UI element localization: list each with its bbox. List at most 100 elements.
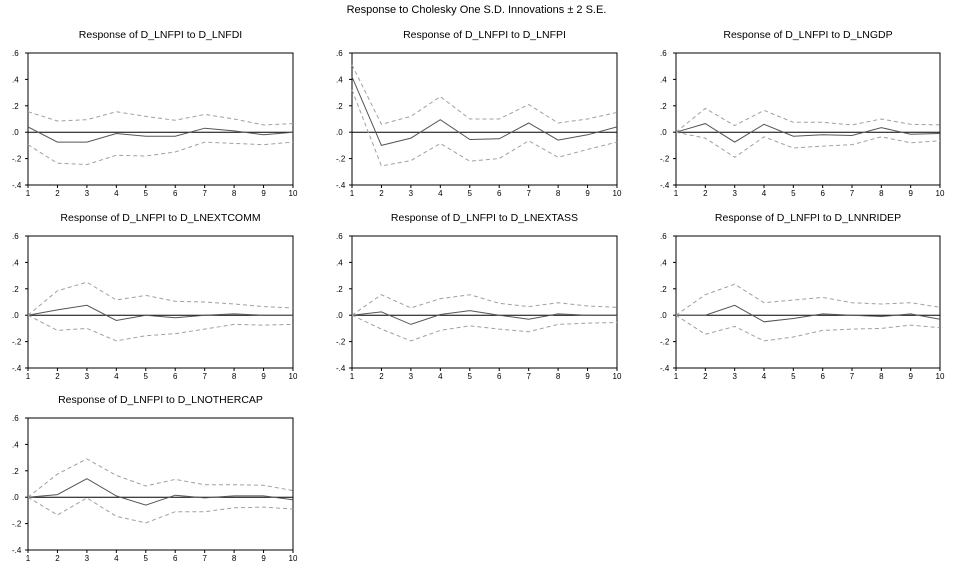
x-tick-label: 10 (936, 189, 945, 198)
irf-panel: Response of D_LNFPI to D_LNOTHERCAP .6 .4.… (12, 394, 298, 563)
irf-panel: Response of D_LNFPI to D_LNFDI .6 .4 .2 .0 -.… (12, 29, 298, 198)
y-tick-label: .6 (12, 232, 19, 241)
x-tick-label: 10 (289, 372, 298, 381)
y-tick-label: -.2 (660, 155, 670, 164)
x-tick-label: 5 (144, 554, 149, 563)
irf-panel: Response of D_LNFPI to D_LNEXTCOMM .6 .4 .2… (12, 212, 298, 381)
y-tick-label: -.4 (336, 181, 346, 190)
y-tick-label: .6 (660, 49, 667, 58)
x-tick-label: 6 (173, 189, 178, 198)
x-tick-label: 5 (791, 189, 796, 198)
y-tick-label: -.4 (660, 364, 670, 373)
x-tick-label: 3 (85, 189, 90, 198)
x-tick-label: 6 (497, 372, 502, 381)
y-tick-label: .2 (336, 285, 343, 294)
x-tick-label: 9 (908, 189, 913, 198)
y-tick-label: -.4 (336, 364, 346, 373)
plot-frame (27, 235, 294, 369)
x-tick-label: 1 (350, 189, 355, 198)
x-tick-label: 2 (55, 554, 60, 563)
x-tick-label: 9 (261, 554, 266, 563)
upper-band-line (675, 283, 941, 316)
y-tick-label: .4 (12, 258, 19, 267)
response-line (675, 123, 941, 143)
lower-band-line (351, 89, 618, 167)
x-tick-label: 5 (791, 372, 796, 381)
x-tick-label: 6 (497, 189, 502, 198)
x-tick-label: 6 (820, 372, 825, 381)
x-tick-label: 10 (289, 554, 298, 563)
panel-title: Response of D_LNFPI to D_LNFPI (403, 29, 566, 41)
y-tick-label: .4 (336, 75, 343, 84)
y-tick-label: .4 (660, 75, 667, 84)
upper-band-line (27, 111, 294, 126)
x-tick-label: 1 (26, 189, 31, 198)
x-tick-label: 6 (173, 554, 178, 563)
y-tick-label: -.4 (12, 181, 22, 190)
irf-panel: Response of D_LNFPI to D_LNEXTASS .6 .4 .2.… (336, 212, 622, 381)
x-tick-label: 2 (703, 372, 708, 381)
x-tick-label: 2 (55, 189, 60, 198)
response-line (351, 310, 617, 325)
y-tick-label: -.2 (336, 155, 346, 164)
x-tick-label: 2 (703, 189, 708, 198)
y-tick-label: .0 (660, 128, 667, 137)
y-tick-label: -.2 (12, 155, 22, 164)
plot-frame (675, 52, 941, 186)
response-line (27, 126, 294, 143)
x-tick-label: 8 (232, 189, 237, 198)
x-tick-label: 10 (613, 372, 622, 381)
y-tick-label: .6 (336, 232, 343, 241)
response-line (27, 304, 293, 322)
x-tick-label: 3 (732, 189, 737, 198)
irf-panel: Response of D_LNFPI to D_LNGDP .6 .4 .2 .0 -.… (660, 29, 945, 198)
x-tick-label: 9 (908, 372, 913, 381)
panel-title: Response of D_LNFPI to D_LNFDI (79, 29, 242, 41)
x-tick-label: 4 (438, 372, 443, 381)
y-tick-label: .2 (12, 467, 19, 476)
x-tick-label: 7 (850, 189, 855, 198)
panel-title: Response of D_LNFPI to D_LNEXTCOMM (60, 212, 260, 224)
y-tick-label: .6 (660, 232, 667, 241)
x-tick-label: 4 (114, 189, 119, 198)
panel-title: Response of D_LNFPI to D_LNEXTASS (391, 212, 578, 224)
upper-band-line (351, 64, 618, 125)
lower-band-line (675, 314, 941, 342)
lower-band-line (351, 314, 618, 342)
x-tick-label: 7 (526, 372, 531, 381)
upper-band-line (675, 107, 941, 133)
y-tick-label: .2 (12, 285, 19, 294)
upper-band-line (351, 294, 618, 316)
x-tick-label: 4 (438, 189, 443, 198)
x-tick-label: 1 (674, 372, 679, 381)
y-tick-label: .2 (12, 102, 19, 111)
x-tick-label: 7 (202, 372, 207, 381)
y-tick-label: .2 (660, 102, 667, 111)
y-tick-label: -.4 (12, 546, 22, 555)
y-tick-label: .0 (660, 311, 667, 320)
x-tick-label: 1 (26, 554, 31, 563)
y-tick-label: .2 (660, 285, 667, 294)
figure-title: Response to Cholesky One S.D. Innovation… (346, 4, 607, 16)
y-tick-label: .0 (336, 128, 343, 137)
y-tick-label: .6 (12, 49, 19, 58)
x-tick-label: 3 (85, 554, 90, 563)
x-tick-label: 8 (879, 189, 884, 198)
x-tick-label: 9 (585, 189, 590, 198)
y-tick-label: -.4 (12, 364, 22, 373)
x-tick-label: 7 (850, 372, 855, 381)
response-line (676, 304, 941, 323)
x-tick-label: 8 (232, 554, 237, 563)
x-tick-label: 6 (820, 189, 825, 198)
y-tick-label: .0 (12, 493, 19, 502)
x-tick-label: 5 (468, 372, 473, 381)
x-tick-label: 2 (55, 372, 60, 381)
x-tick-label: 3 (732, 372, 737, 381)
y-tick-label: -.2 (336, 338, 346, 347)
x-tick-label: 3 (409, 372, 414, 381)
y-tick-label: .4 (660, 258, 667, 267)
x-tick-label: 4 (114, 372, 119, 381)
upper-band-line (27, 458, 294, 498)
plot-frame (675, 235, 941, 369)
